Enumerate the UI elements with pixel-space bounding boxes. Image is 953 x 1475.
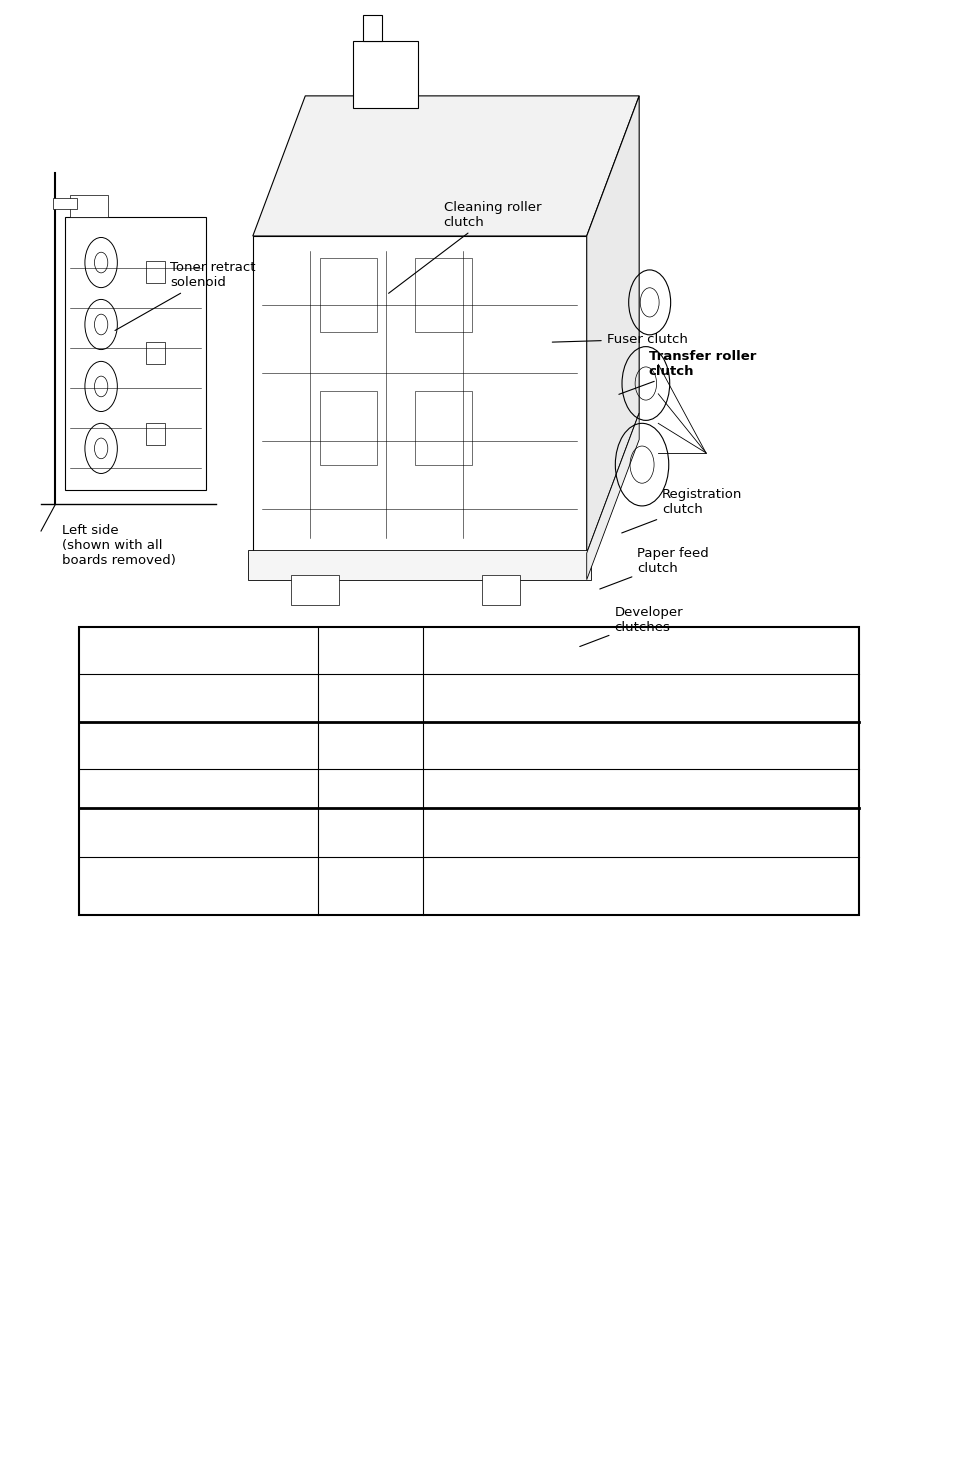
Bar: [65, 217, 206, 490]
Bar: [362, 15, 381, 41]
Polygon shape: [253, 96, 639, 236]
Text: Transfer roller
clutch: Transfer roller clutch: [618, 350, 756, 394]
Bar: [415, 258, 472, 332]
Text: Cleaning roller
clutch: Cleaning roller clutch: [388, 201, 540, 294]
Polygon shape: [586, 96, 639, 553]
Bar: [79, 627, 858, 914]
Bar: [481, 575, 519, 605]
Bar: [319, 391, 376, 465]
Polygon shape: [586, 413, 639, 580]
Bar: [291, 575, 338, 605]
Bar: [253, 236, 586, 553]
Text: Registration
clutch: Registration clutch: [621, 488, 741, 532]
Text: Toner retract
solenoid: Toner retract solenoid: [115, 261, 255, 330]
Bar: [248, 550, 591, 580]
Bar: [146, 342, 165, 364]
Bar: [415, 391, 472, 465]
Bar: [146, 423, 165, 445]
Bar: [146, 261, 165, 283]
Bar: [70, 195, 108, 217]
Bar: [353, 41, 417, 108]
Bar: [53, 198, 77, 209]
Text: Left side
(shown with all
boards removed): Left side (shown with all boards removed…: [62, 524, 175, 566]
Text: Paper feed
clutch: Paper feed clutch: [599, 547, 708, 589]
Bar: [319, 258, 376, 332]
Text: Developer
clutches: Developer clutches: [579, 606, 682, 646]
Text: Fuser clutch: Fuser clutch: [552, 333, 687, 345]
